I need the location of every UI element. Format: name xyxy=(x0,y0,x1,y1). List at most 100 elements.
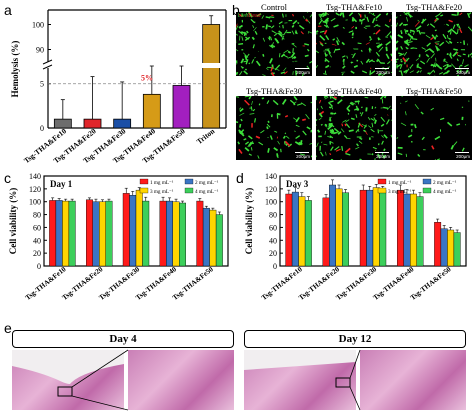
bar xyxy=(304,200,312,267)
cell xyxy=(283,141,286,145)
legend-swatch xyxy=(139,178,149,185)
cell xyxy=(244,55,248,61)
cell xyxy=(248,94,253,100)
cell xyxy=(395,47,399,51)
cell xyxy=(318,112,323,118)
cell xyxy=(341,145,344,151)
cell xyxy=(329,117,332,122)
cell xyxy=(342,12,345,18)
cell xyxy=(294,141,301,146)
cell xyxy=(350,61,353,64)
cell xyxy=(243,138,247,141)
cell xyxy=(383,134,388,139)
cell xyxy=(428,48,435,54)
scale-bar xyxy=(295,68,309,69)
cell xyxy=(376,43,382,48)
cell xyxy=(365,58,370,64)
cell xyxy=(414,104,419,110)
cell xyxy=(265,24,269,30)
cell xyxy=(239,71,243,76)
cell xyxy=(240,31,245,34)
cell xyxy=(456,58,459,62)
cell xyxy=(353,64,359,68)
cell xyxy=(239,123,242,128)
cell xyxy=(394,47,398,52)
cell xyxy=(400,70,404,76)
cell xyxy=(319,35,326,41)
cell xyxy=(271,42,274,47)
scale-label: 200μm xyxy=(456,154,470,159)
micro-caption: Tsg-THA&Fe30 xyxy=(245,86,303,96)
cell xyxy=(261,97,265,100)
cell xyxy=(381,98,384,104)
panel-label-e: e xyxy=(4,320,12,336)
cell xyxy=(333,24,339,28)
cell xyxy=(296,103,303,106)
cell xyxy=(254,56,256,59)
cell xyxy=(283,71,288,75)
cell xyxy=(420,111,424,115)
cell xyxy=(278,21,283,25)
cell xyxy=(409,29,415,33)
cell-viability-day1-chart: 0 20 40 60 80 100 120 140 Cell viability (%) Day … xyxy=(8,172,229,302)
cell xyxy=(284,114,289,118)
stain-legend: Live/Dead xyxy=(238,13,261,19)
cell xyxy=(355,114,358,118)
cell xyxy=(240,118,243,122)
legend-label: 2 mg mL⁻¹ xyxy=(195,180,219,186)
cell xyxy=(250,106,253,111)
day4-label: Day 4 xyxy=(12,330,234,348)
cell xyxy=(348,30,354,33)
cell xyxy=(379,93,386,100)
bar-break xyxy=(201,63,221,68)
cell xyxy=(270,44,276,48)
cell xyxy=(415,25,422,31)
cell xyxy=(243,70,249,75)
cell xyxy=(417,66,422,70)
y-tick-label: 20 xyxy=(33,249,41,258)
y-tick-label: 120 xyxy=(29,185,41,194)
cell xyxy=(240,58,245,64)
cell xyxy=(434,19,438,23)
cell xyxy=(428,69,435,75)
cell xyxy=(448,40,453,44)
cell xyxy=(283,29,288,36)
cell xyxy=(373,32,376,35)
cell xyxy=(370,70,376,75)
cell xyxy=(376,58,380,63)
cell xyxy=(397,34,404,39)
cell xyxy=(403,51,408,56)
cell xyxy=(306,65,310,70)
cell xyxy=(269,58,273,64)
cell xyxy=(345,123,351,129)
cell xyxy=(303,15,305,19)
cell xyxy=(235,25,239,31)
cell xyxy=(435,17,440,21)
cell xyxy=(330,141,334,144)
cell-stain xyxy=(234,9,315,78)
cell xyxy=(238,24,244,29)
cell xyxy=(404,100,408,103)
cell xyxy=(400,102,402,104)
histology-day12-zoom xyxy=(360,350,466,410)
cell xyxy=(274,37,279,42)
live-dead-image: 200μm xyxy=(313,8,396,77)
y-tick-label: 0 xyxy=(37,262,41,271)
cell xyxy=(291,24,295,28)
cell xyxy=(308,31,313,34)
cell xyxy=(418,29,422,35)
y-tick-label: 80 xyxy=(33,211,41,220)
cell-stain xyxy=(313,8,396,77)
cell xyxy=(385,40,392,46)
cell xyxy=(431,145,435,150)
cell xyxy=(239,108,244,113)
cell xyxy=(442,64,448,68)
cell xyxy=(358,140,363,144)
cell xyxy=(405,39,409,45)
live-dead-image: 200μm xyxy=(396,94,472,163)
cell xyxy=(269,135,273,140)
cell xyxy=(342,58,345,62)
cell xyxy=(260,130,265,134)
cell xyxy=(323,29,328,35)
